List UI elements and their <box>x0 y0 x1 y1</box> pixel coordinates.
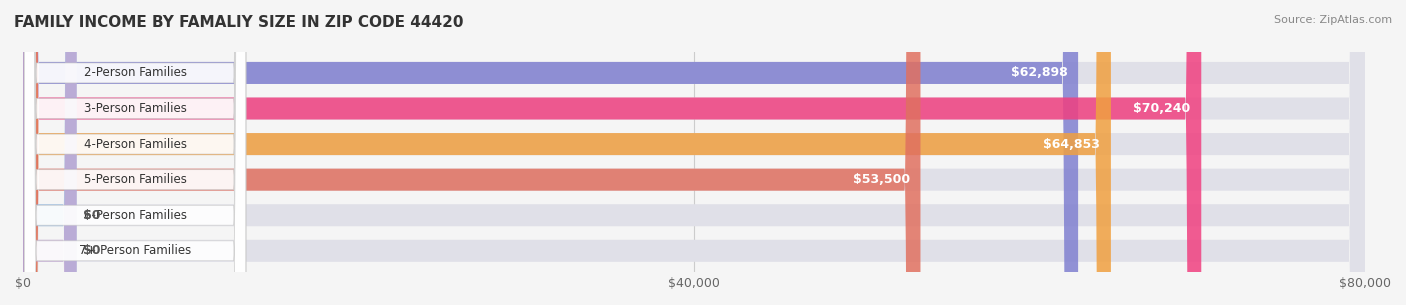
FancyBboxPatch shape <box>22 0 1365 305</box>
FancyBboxPatch shape <box>22 0 1365 305</box>
Text: $62,898: $62,898 <box>1011 66 1067 79</box>
Text: 5-Person Families: 5-Person Families <box>83 173 187 186</box>
Text: 4-Person Families: 4-Person Families <box>83 138 187 151</box>
Text: 6-Person Families: 6-Person Families <box>83 209 187 222</box>
Text: $0: $0 <box>83 209 101 222</box>
Text: $0: $0 <box>83 244 101 257</box>
FancyBboxPatch shape <box>22 0 1078 305</box>
FancyBboxPatch shape <box>22 0 1365 305</box>
FancyBboxPatch shape <box>24 0 246 305</box>
Text: $64,853: $64,853 <box>1043 138 1099 151</box>
FancyBboxPatch shape <box>24 0 246 305</box>
FancyBboxPatch shape <box>22 0 1111 305</box>
FancyBboxPatch shape <box>24 0 246 305</box>
FancyBboxPatch shape <box>22 0 77 305</box>
Text: 7+ Person Families: 7+ Person Families <box>79 244 191 257</box>
FancyBboxPatch shape <box>22 0 1365 305</box>
FancyBboxPatch shape <box>22 0 921 305</box>
FancyBboxPatch shape <box>24 0 246 305</box>
Text: 3-Person Families: 3-Person Families <box>83 102 187 115</box>
FancyBboxPatch shape <box>24 0 246 305</box>
Text: 2-Person Families: 2-Person Families <box>83 66 187 79</box>
FancyBboxPatch shape <box>22 0 77 305</box>
Text: $70,240: $70,240 <box>1133 102 1191 115</box>
Text: $53,500: $53,500 <box>852 173 910 186</box>
FancyBboxPatch shape <box>22 0 1201 305</box>
FancyBboxPatch shape <box>22 0 1365 305</box>
FancyBboxPatch shape <box>22 0 1365 305</box>
Text: Source: ZipAtlas.com: Source: ZipAtlas.com <box>1274 15 1392 25</box>
FancyBboxPatch shape <box>24 0 246 305</box>
Text: FAMILY INCOME BY FAMALIY SIZE IN ZIP CODE 44420: FAMILY INCOME BY FAMALIY SIZE IN ZIP COD… <box>14 15 464 30</box>
